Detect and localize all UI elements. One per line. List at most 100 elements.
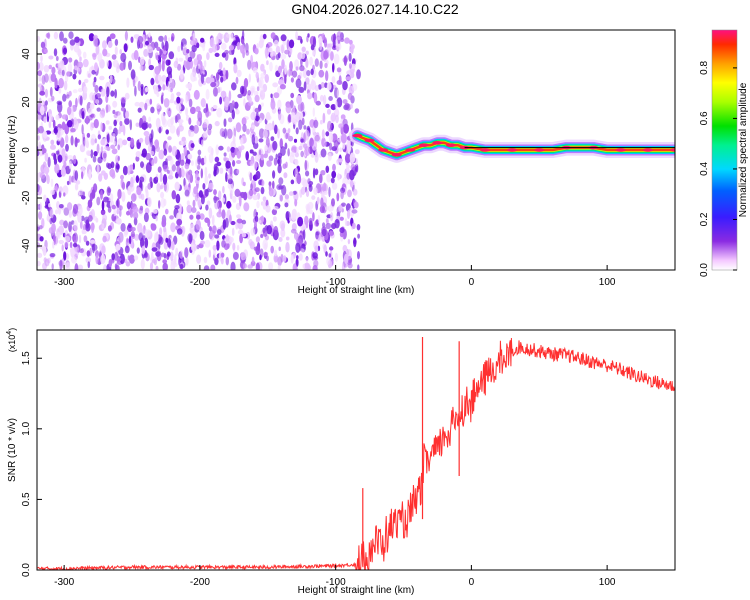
noise-speck (266, 116, 269, 121)
noise-speck (38, 74, 42, 82)
noise-speck (177, 45, 181, 53)
noise-speck (78, 79, 82, 86)
noise-speck (291, 212, 297, 221)
noise-speck (110, 144, 116, 149)
noise-speck (128, 60, 132, 71)
noise-speck (76, 67, 81, 72)
noise-speck (225, 256, 229, 266)
noise-speck (119, 62, 125, 71)
noise-speck (59, 219, 65, 226)
noise-speck (243, 98, 246, 107)
noise-speck (94, 62, 98, 72)
noise-speck (319, 42, 323, 51)
noise-speck (207, 218, 211, 228)
noise-speck (236, 244, 240, 251)
noise-speck (67, 62, 73, 73)
noise-speck (295, 242, 301, 253)
noise-speck (291, 145, 297, 153)
noise-speck (137, 80, 141, 92)
noise-speck (185, 257, 189, 266)
noise-speck (240, 252, 247, 261)
noise-speck (211, 147, 214, 156)
noise-speck (147, 46, 153, 54)
noise-speck (115, 200, 119, 207)
noise-speck (91, 113, 96, 119)
noise-speck (74, 183, 79, 191)
noise-speck (208, 47, 214, 54)
noise-speck (311, 195, 316, 200)
noise-speck (156, 46, 161, 51)
snr-y-scale-factor: (x104) (6, 328, 17, 352)
noise-speck (347, 189, 352, 198)
noise-speck (304, 146, 311, 157)
noise-speck (195, 159, 198, 168)
snr-y-scale-prefix: (x10 (7, 335, 17, 353)
noise-speck (260, 86, 265, 96)
noise-speck (159, 185, 163, 190)
noise-speck (308, 217, 313, 225)
noise-speck (63, 80, 68, 91)
noise-speck (281, 59, 285, 70)
noise-speck (170, 79, 175, 90)
noise-speck (58, 186, 63, 193)
noise-speck (338, 123, 344, 129)
noise-speck (51, 95, 55, 102)
noise-speck (328, 253, 332, 258)
noise-speck (103, 264, 107, 270)
noise-speck (190, 106, 196, 115)
signal-hotspot (615, 148, 626, 152)
snr-x-tick-label: -100 (326, 577, 346, 588)
noise-speck (312, 50, 315, 57)
noise-speck (66, 120, 73, 128)
noise-speck (325, 103, 330, 108)
noise-speck (190, 143, 195, 148)
noise-speck (67, 202, 73, 211)
noise-speck (90, 138, 95, 146)
noise-speck (133, 255, 139, 261)
noise-speck (93, 118, 99, 129)
noise-speck (158, 149, 165, 160)
noise-speck (118, 231, 124, 243)
noise-speck (176, 228, 183, 235)
noise-speck (266, 60, 269, 66)
noise-speck (187, 153, 193, 160)
noise-speck (135, 122, 140, 128)
noise-speck (241, 117, 247, 126)
noise-speck (161, 52, 167, 60)
noise-speck (99, 75, 105, 81)
spectrogram-x-tick-label: 0 (469, 277, 475, 288)
noise-speck (336, 80, 343, 85)
noise-speck (331, 182, 338, 190)
snr-y-scale-suffix: ) (7, 328, 17, 331)
noise-speck (161, 60, 165, 72)
noise-speck (117, 129, 122, 134)
noise-speck (100, 254, 106, 265)
noise-speck (38, 125, 44, 134)
noise-speck (273, 39, 279, 47)
noise-speck (222, 67, 226, 76)
noise-speck (282, 255, 287, 263)
noise-speck (106, 146, 111, 152)
noise-speck (143, 130, 150, 137)
noise-speck (240, 44, 245, 54)
noise-speck (181, 136, 186, 142)
noise-speck (273, 225, 279, 236)
noise-speck (158, 126, 162, 134)
noise-speck (236, 150, 241, 159)
noise-speck (292, 70, 298, 78)
noise-speck (53, 127, 58, 134)
noise-speck (129, 119, 132, 131)
noise-speck (246, 128, 250, 135)
noise-speck (92, 53, 97, 60)
noise-speck (57, 231, 61, 239)
noise-speck (270, 32, 276, 40)
noise-speck (58, 87, 62, 94)
noise-speck (89, 192, 94, 202)
noise-speck (170, 157, 174, 167)
noise-speck (218, 207, 222, 215)
noise-speck (213, 189, 217, 196)
noise-speck (101, 223, 105, 230)
noise-speck (106, 133, 110, 144)
noise-speck (38, 211, 43, 220)
noise-speck (148, 58, 152, 67)
